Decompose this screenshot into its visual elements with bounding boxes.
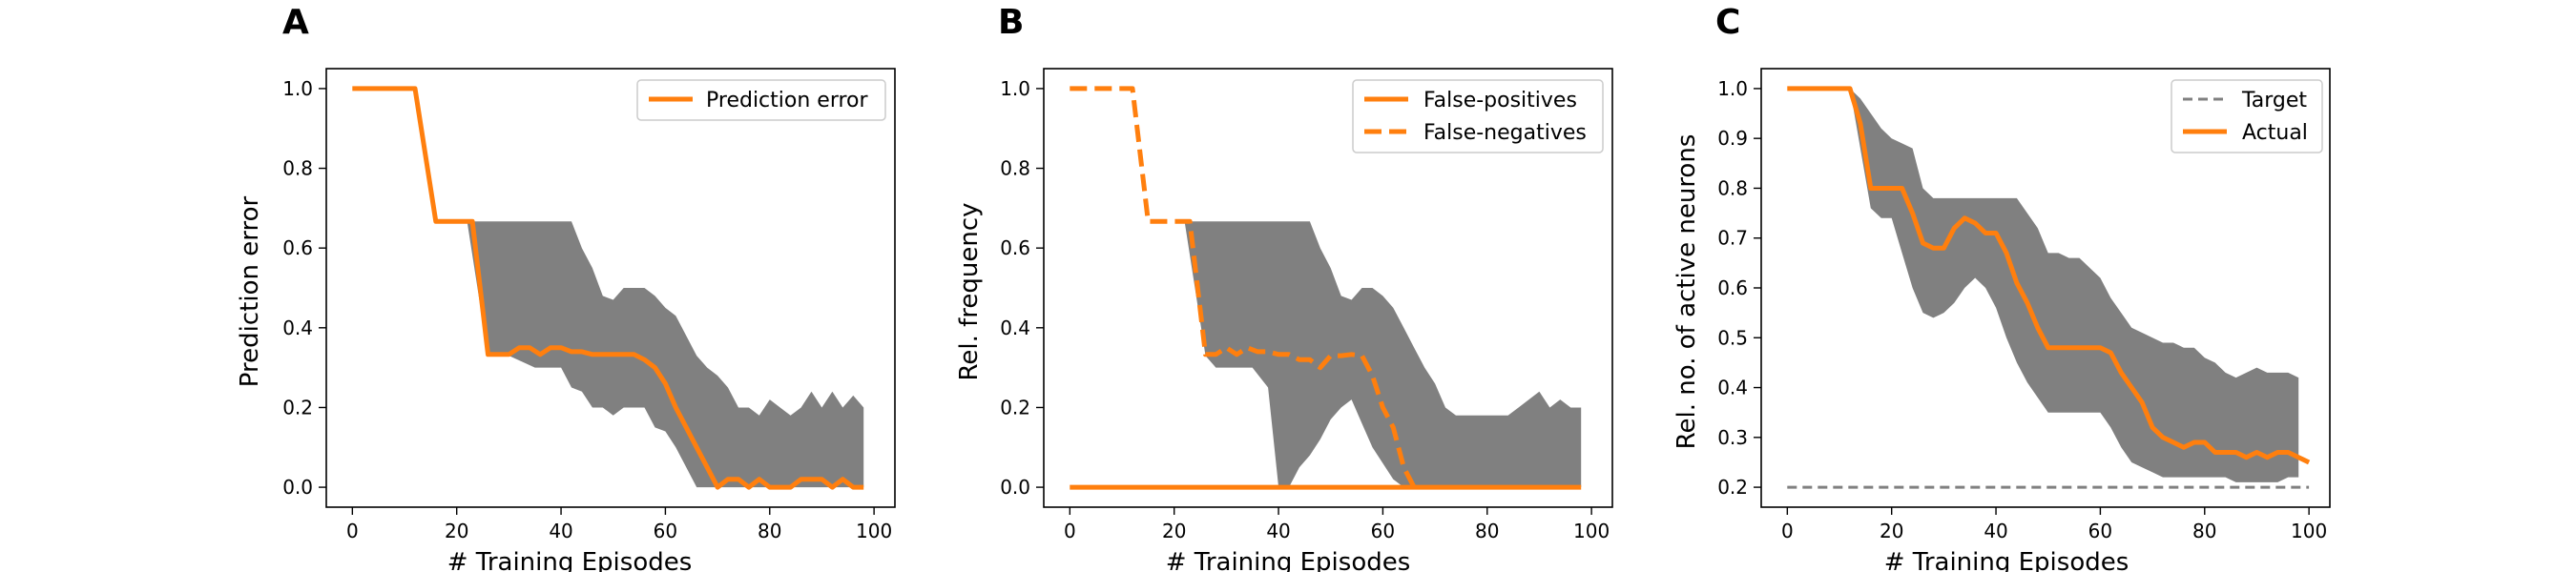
x-tick-label-a: 80 <box>758 520 781 542</box>
series-line-false-negatives-b <box>1070 86 1420 490</box>
x-tick-label-a: 60 <box>654 520 677 542</box>
x-tick-label-c: 80 <box>2192 520 2216 542</box>
x-tick-label-b: 60 <box>1371 520 1395 542</box>
panel-letter-a: A <box>282 3 309 42</box>
x-tick-label-b: 100 <box>1573 520 1610 542</box>
plot-frame-b <box>1043 68 1613 508</box>
spread-band-c <box>1850 88 2299 482</box>
x-tick-label-a: 40 <box>549 520 572 542</box>
x-tick-label-c: 100 <box>2291 520 2327 542</box>
y-tick-label-c: 0.5 <box>1717 326 1748 349</box>
y-tick-label-b: 0.6 <box>1000 236 1030 259</box>
y-axis-label-c: Rel. no. of active neurons <box>1672 134 1701 450</box>
x-tick-label-c: 40 <box>1984 520 2007 542</box>
legend-b: False-positives False-negatives <box>1352 79 1604 153</box>
y-tick-label-c: 0.3 <box>1717 426 1748 449</box>
spread-band-b <box>1184 221 1582 488</box>
y-tick-label-a: 1.0 <box>282 77 313 100</box>
y-tick-label-b: 0.2 <box>1000 396 1030 419</box>
x-tick-label-a: 100 <box>856 520 892 542</box>
plot-area-b: 0 20 40 60 80 100 0.0 0.2 0.4 0.6 0.8 1.0 <box>1000 68 1613 542</box>
panel-b: B 0 20 40 60 80 100 0.0 0.2 0.4 0.6 0.8 1.0 # Train… <box>955 3 1613 572</box>
y-axis-label-a: Prediction error <box>236 196 264 388</box>
y-axis-label-b: Rel. frequency <box>955 202 984 380</box>
x-tick-label-a: 20 <box>445 520 468 542</box>
legend-label-false-positives: False-positives <box>1423 89 1577 112</box>
spread-band-a <box>467 221 864 488</box>
y-tick-label-a: 0.4 <box>282 317 313 339</box>
y-tick-label-b: 0.8 <box>1000 157 1030 180</box>
y-tick-label-b: 0.4 <box>1000 317 1030 339</box>
x-tick-label-b: 20 <box>1162 520 1186 542</box>
x-axis-label-a: # Training Episodes <box>447 548 693 572</box>
y-tick-label-a: 0.8 <box>282 157 313 180</box>
y-tick-label-a: 0.2 <box>282 396 313 419</box>
series-line-actual-c <box>1787 86 2311 465</box>
panel-a: A 0 20 40 60 80 100 0.0 0.2 0.4 0.6 0.8 1.0 # Train… <box>236 3 896 572</box>
legend-label-prediction-error: Prediction error <box>706 89 868 112</box>
x-axis-label-c: # Training Episodes <box>1884 548 2129 572</box>
x-tick-label-b: 80 <box>1475 520 1499 542</box>
panel-letter-b: B <box>998 3 1024 42</box>
x-tick-label-b: 0 <box>1064 520 1076 542</box>
plot-area-a: 0 20 40 60 80 100 0.0 0.2 0.4 0.6 0.8 1.0 <box>282 68 896 542</box>
y-tick-label-c: 0.6 <box>1717 276 1748 299</box>
x-tick-label-c: 0 <box>1781 520 1794 542</box>
plot-frame-a <box>325 68 896 508</box>
y-tick-label-b: 0.0 <box>1000 476 1030 499</box>
x-tick-label-c: 20 <box>1880 520 1903 542</box>
y-tick-label-c: 0.7 <box>1717 227 1748 250</box>
y-tick-label-a: 0.6 <box>282 236 313 259</box>
panel-letter-c: C <box>1715 3 1740 42</box>
y-tick-label-b: 1.0 <box>1000 77 1030 100</box>
legend-label-actual: Actual <box>2242 121 2308 145</box>
y-tick-label-c: 1.0 <box>1717 77 1748 100</box>
x-tick-label-b: 40 <box>1266 520 1290 542</box>
y-tick-label-c: 0.9 <box>1717 127 1748 150</box>
y-tick-label-c: 0.4 <box>1717 377 1748 399</box>
legend-label-target: Target <box>2241 89 2307 112</box>
series-line-prediction-error-a <box>352 86 864 490</box>
y-tick-label-c: 0.2 <box>1717 476 1748 499</box>
legend-label-false-negatives: False-negatives <box>1423 121 1587 145</box>
x-tick-label-c: 60 <box>2088 520 2112 542</box>
panel-c: C 0 20 40 60 80 100 0.2 0.3 0.4 0.5 0.6 0.7 0.8 0.9 1.… <box>1672 3 2331 572</box>
x-tick-label-a: 0 <box>346 520 359 542</box>
plot-area-c: 0 20 40 60 80 100 0.2 0.3 0.4 0.5 0.6 0.7 0.8 0.9 1.0 <box>1717 68 2331 542</box>
y-tick-label-a: 0.0 <box>282 476 313 499</box>
legend-c: Target Actual <box>2171 79 2323 153</box>
y-tick-label-c: 0.8 <box>1717 176 1748 199</box>
legend-a: Prediction error <box>636 79 886 121</box>
x-axis-label-b: # Training Episodes <box>1166 548 1411 572</box>
